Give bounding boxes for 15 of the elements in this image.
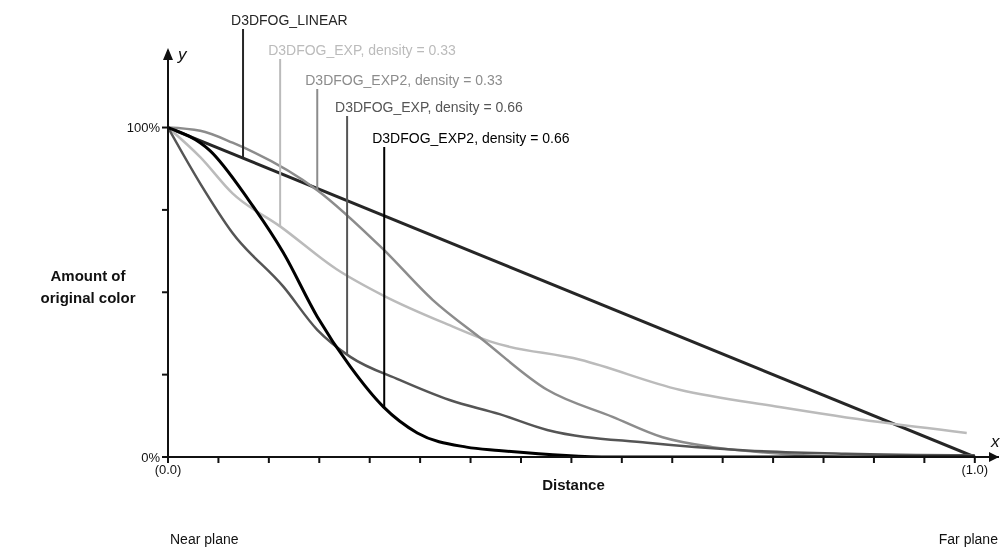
text: D3DFOG_EXP2, density = 0.33 [305, 72, 503, 88]
text: y [177, 45, 188, 64]
text: D3DFOG_LINEAR [231, 12, 348, 28]
text: D3DFOG_EXP, density = 0.33 [268, 42, 457, 58]
x-axis-title: Distance [542, 476, 605, 493]
annotation: x [990, 432, 1000, 451]
text: D3DFOG_EXP2, density = 0.66 [372, 130, 570, 146]
x-tick-label: (1.0) [961, 462, 989, 478]
y-tick-label: 0% [141, 449, 161, 465]
x-tick-label: (0.0) [154, 462, 182, 478]
text: Near plane [170, 531, 239, 547]
y-axis-title: Amount of original color [40, 266, 136, 306]
text: D3DFOG_EXP, density = 0.66 [335, 99, 523, 115]
y-tick-label: 100% [126, 120, 161, 136]
text: Far plane [938, 531, 999, 547]
